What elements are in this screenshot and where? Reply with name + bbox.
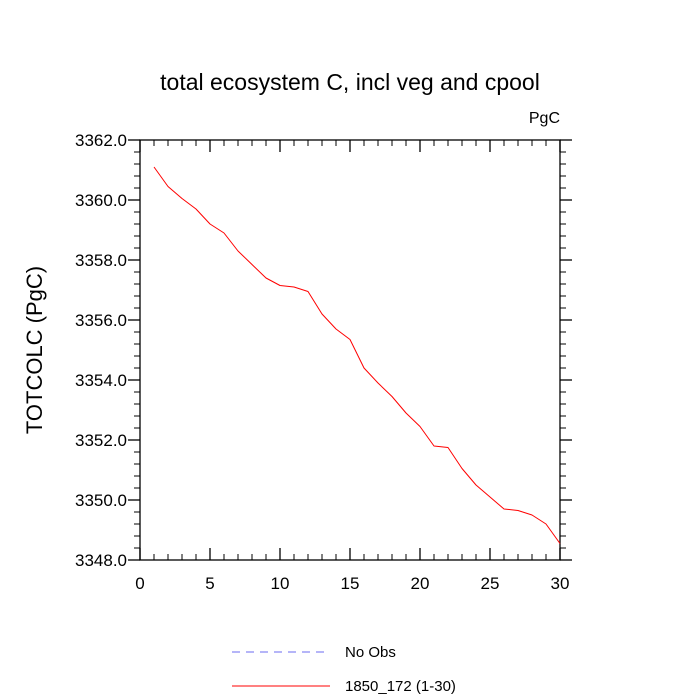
legend: No Obs 1850_172 (1-30) <box>232 644 456 695</box>
x-tick-label: 10 <box>271 574 290 593</box>
x-tick-label: 0 <box>135 574 144 593</box>
axis-ticks <box>128 139 572 561</box>
y-tick-label: 3356.0 <box>75 311 127 330</box>
x-tick-label: 20 <box>411 574 430 593</box>
tick-labels: 0 5 10 15 20 25 30 3348.0 3350.0 3352.0 3354.0 3356… <box>75 131 569 593</box>
y-tick-label: 3358.0 <box>75 251 127 270</box>
y-tick-label: 3348.0 <box>75 551 127 570</box>
chart-title: total ecosystem C, incl veg and cpool <box>160 69 540 95</box>
x-tick-label: 15 <box>341 574 360 593</box>
x-tick-label: 5 <box>205 574 214 593</box>
series-layer <box>153 166 561 544</box>
y-tick-label: 3360.0 <box>75 191 127 210</box>
y-tick-label: 3350.0 <box>75 491 127 510</box>
units-label: PgC <box>529 110 560 127</box>
y-tick-label: 3354.0 <box>75 371 127 390</box>
plot-frame <box>139 139 561 561</box>
y-tick-label: 3352.0 <box>75 431 127 450</box>
legend-label-1850-172: 1850_172 (1-30) <box>345 678 456 695</box>
x-tick-label: 30 <box>551 574 570 593</box>
series-line-1 <box>153 166 561 544</box>
x-tick-label: 25 <box>481 574 500 593</box>
y-tick-label: 3362.0 <box>75 131 127 150</box>
legend-label-no-obs: No Obs <box>345 644 396 661</box>
y-axis-label: TOTCOLC (PgC) <box>22 266 47 434</box>
